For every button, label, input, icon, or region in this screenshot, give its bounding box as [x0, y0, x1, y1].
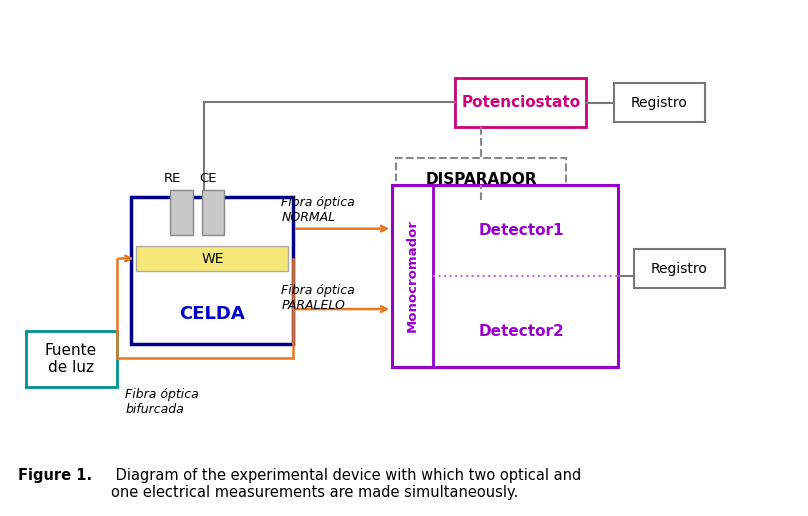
- Text: CE: CE: [199, 172, 217, 185]
- Text: Detector2: Detector2: [478, 324, 564, 339]
- Text: Fibra óptica
PARALELO: Fibra óptica PARALELO: [281, 284, 355, 313]
- Text: WE: WE: [201, 251, 224, 266]
- Text: Monocromador: Monocromador: [406, 219, 419, 332]
- Text: Potenciostato: Potenciostato: [461, 95, 580, 110]
- FancyBboxPatch shape: [26, 331, 116, 387]
- Text: Figure 1.: Figure 1.: [18, 468, 91, 483]
- FancyBboxPatch shape: [137, 246, 288, 271]
- Text: Registro: Registro: [631, 96, 688, 110]
- FancyBboxPatch shape: [614, 83, 705, 122]
- FancyBboxPatch shape: [392, 185, 618, 367]
- Text: Fibra óptica
NORMAL: Fibra óptica NORMAL: [281, 196, 355, 224]
- FancyBboxPatch shape: [633, 249, 725, 288]
- FancyBboxPatch shape: [456, 78, 586, 126]
- Text: Detector1: Detector1: [478, 223, 564, 238]
- FancyBboxPatch shape: [202, 190, 225, 235]
- Text: Fibra óptica
bifurcada: Fibra óptica bifurcada: [125, 388, 199, 416]
- Text: CELDA: CELDA: [179, 304, 245, 322]
- Text: Registro: Registro: [650, 262, 708, 276]
- Text: Fuente
de luz: Fuente de luz: [45, 343, 97, 375]
- FancyBboxPatch shape: [396, 158, 566, 200]
- Text: RE: RE: [163, 172, 181, 185]
- FancyBboxPatch shape: [131, 197, 293, 344]
- Text: Diagram of the experimental device with which two optical and
one electrical mea: Diagram of the experimental device with …: [112, 468, 582, 500]
- FancyBboxPatch shape: [170, 190, 192, 235]
- Text: DISPARADOR: DISPARADOR: [425, 172, 537, 187]
